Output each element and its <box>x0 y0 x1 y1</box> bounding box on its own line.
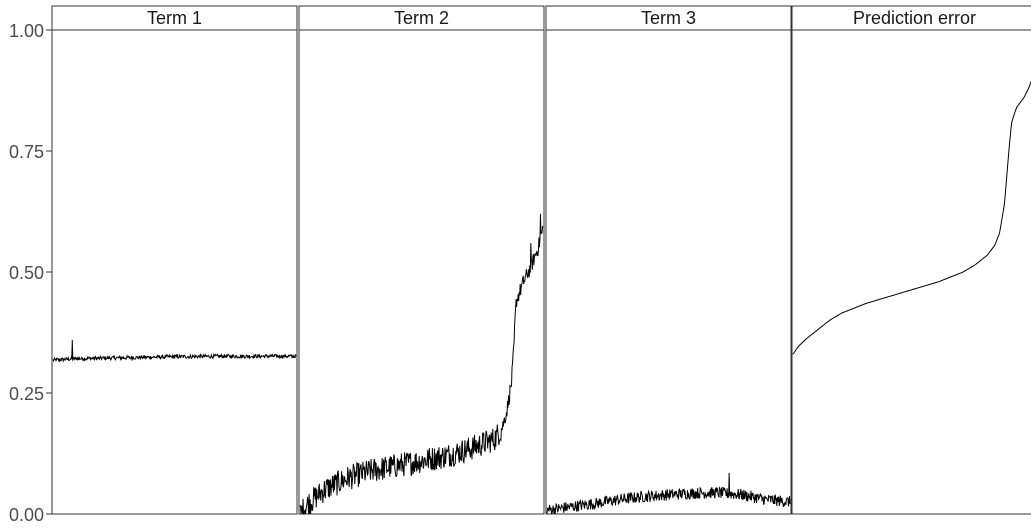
series-line <box>299 213 544 515</box>
facet-panel: Term 3 <box>545 5 792 515</box>
facet-panel: Term 2 <box>298 5 545 515</box>
y-tick-label: 0.75 <box>9 142 44 162</box>
panel-border <box>298 29 545 515</box>
facet-strip <box>51 5 298 31</box>
facet-strip <box>545 5 792 31</box>
facet-title: Prediction error <box>853 8 976 28</box>
facet-title: Term 2 <box>394 8 449 28</box>
series-line <box>792 80 1031 355</box>
y-tick-label: 0.25 <box>9 384 44 404</box>
panel-border <box>545 29 792 515</box>
y-axis: 0.00 0.25 0.50 0.75 1.00 <box>9 21 52 525</box>
panel-border <box>791 29 1031 515</box>
y-tick-label: 1.00 <box>9 21 44 41</box>
facet-strip <box>298 5 545 31</box>
series-line <box>52 339 297 363</box>
y-tick-label: 0.50 <box>9 263 44 283</box>
series-line <box>546 472 791 515</box>
y-tick-label: 0.00 <box>9 505 44 524</box>
facet-panels: Term 1 Term 2 Term 3 Prediction error <box>51 5 1031 515</box>
facet-panel: Prediction error <box>791 5 1031 515</box>
facet-title: Term 1 <box>147 8 202 28</box>
facet-title: Term 3 <box>641 8 696 28</box>
panel-border <box>51 29 298 515</box>
facet-panel: Term 1 <box>51 5 298 515</box>
